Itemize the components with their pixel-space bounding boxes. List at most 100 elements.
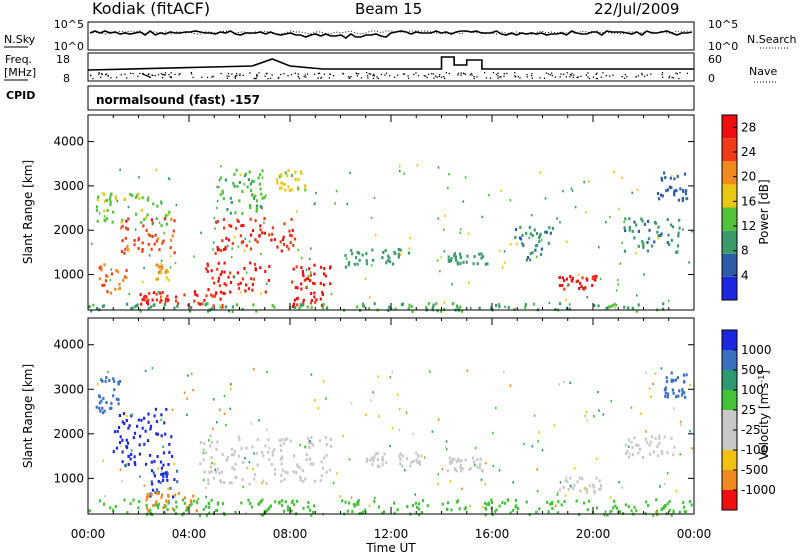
heatmap-cell	[210, 440, 213, 444]
heatmap-cell	[129, 192, 132, 196]
heatmap-cell	[141, 196, 144, 200]
heatmap-cell	[525, 231, 528, 235]
heatmap-cell	[319, 297, 322, 301]
heatmap-cell	[371, 456, 374, 460]
heatmap-cell	[208, 511, 211, 515]
x-axis: 00:00 04:00 08:00 12:00 16:00 20:00 00:00	[71, 527, 712, 541]
heatmap-cell	[257, 176, 260, 180]
heatmap-cell	[320, 460, 323, 464]
heatmap-cell	[647, 237, 650, 241]
heatmap-cell	[618, 207, 620, 211]
heatmap-cell	[235, 168, 238, 172]
heatmap-cell	[255, 207, 258, 211]
heatmap-cell	[173, 251, 176, 255]
heatmap-cell	[221, 239, 224, 243]
heatmap-cell	[165, 472, 168, 476]
heatmap-cell	[274, 500, 277, 504]
heatmap-cell	[121, 438, 124, 442]
colorbar-tick-label: 500	[741, 363, 764, 377]
heatmap-cell	[103, 409, 106, 413]
heatmap-cell	[219, 408, 221, 411]
heatmap-cell	[252, 303, 255, 307]
heatmap-cell	[397, 255, 400, 259]
heatmap-cell	[148, 234, 151, 237]
heatmap-cell	[376, 458, 379, 462]
heatmap-cell	[154, 233, 157, 237]
heatmap-cell	[280, 479, 283, 483]
nave-dot	[306, 73, 309, 75]
heatmap-cell	[296, 465, 299, 469]
heatmap-cell	[114, 287, 117, 291]
heatmap-cell	[253, 452, 255, 455]
heatmap-cell	[127, 426, 130, 430]
heatmap-cell	[498, 249, 501, 253]
heatmap-cell	[129, 502, 132, 506]
heatmap-cell	[208, 505, 211, 509]
heatmap-cell	[321, 293, 324, 296]
y-tick-label: 2000	[53, 223, 84, 237]
heatmap-cell	[635, 443, 638, 447]
heatmap-cell	[645, 430, 647, 433]
heatmap-cell	[329, 265, 332, 269]
y-tick-label: 1000	[53, 268, 84, 282]
heatmap-cell	[672, 511, 675, 515]
nsky-tick-bottom: 10^0	[54, 40, 84, 53]
heatmap-cell	[299, 443, 301, 447]
heatmap-cell	[358, 258, 361, 262]
nsky-label: N.Sky	[4, 33, 36, 46]
heatmap-cell	[175, 299, 178, 303]
heatmap-cell	[116, 270, 119, 274]
heatmap-cell	[595, 476, 598, 480]
heatmap-cell	[295, 265, 298, 269]
heatmap-cell	[381, 455, 384, 459]
heatmap-cell	[165, 475, 168, 479]
heatmap-cell	[244, 237, 247, 241]
heatmap-cell	[202, 451, 205, 455]
heatmap-cell	[262, 479, 265, 483]
heatmap-cell	[243, 266, 246, 270]
heatmap-cell	[244, 172, 247, 176]
heatmap-cell	[199, 462, 202, 466]
heatmap-cell	[304, 188, 307, 192]
heatmap-cell	[451, 458, 454, 461]
nave-dot	[356, 75, 359, 77]
heatmap-cell	[399, 165, 401, 168]
heatmap-cell	[664, 391, 667, 395]
heatmap-cell	[186, 413, 188, 416]
colorbar-frame	[721, 329, 738, 511]
heatmap-cell	[381, 463, 384, 467]
heatmap-cell	[115, 397, 118, 401]
nave-dot	[164, 72, 167, 74]
heatmap-cell	[656, 192, 660, 195]
heatmap-cell	[314, 202, 316, 205]
nave-dot	[129, 72, 132, 75]
heatmap-cell	[187, 374, 189, 377]
heatmap-cell	[102, 396, 105, 400]
x-tick-label: 08:00	[273, 527, 308, 541]
heatmap-cell	[126, 441, 130, 445]
heatmap-cell	[647, 219, 650, 223]
heatmap-cell	[268, 446, 271, 450]
nave-dot	[369, 73, 372, 75]
heatmap-cell	[273, 448, 276, 452]
heatmap-cell	[604, 510, 607, 513]
heatmap-cell	[304, 187, 306, 190]
heatmap-cell	[287, 169, 290, 172]
heatmap-cell	[205, 505, 208, 509]
heatmap-cell	[218, 284, 221, 288]
heatmap-cell	[310, 292, 313, 295]
heatmap-cell	[110, 272, 113, 276]
heatmap-cell	[557, 500, 560, 504]
heatmap-cell	[381, 458, 384, 462]
cpid-value: normalsound (fast) -157	[96, 93, 260, 107]
heatmap-cell	[623, 249, 626, 253]
heatmap-cell	[249, 182, 252, 186]
heatmap-cell	[608, 305, 611, 309]
heatmap-cell	[148, 510, 152, 514]
heatmap-cell	[266, 428, 268, 431]
heatmap-cell	[605, 221, 607, 224]
heatmap-cell	[239, 234, 242, 238]
heatmap-cell	[255, 204, 258, 208]
heatmap-cell	[299, 475, 302, 479]
heatmap-cell	[123, 498, 126, 502]
